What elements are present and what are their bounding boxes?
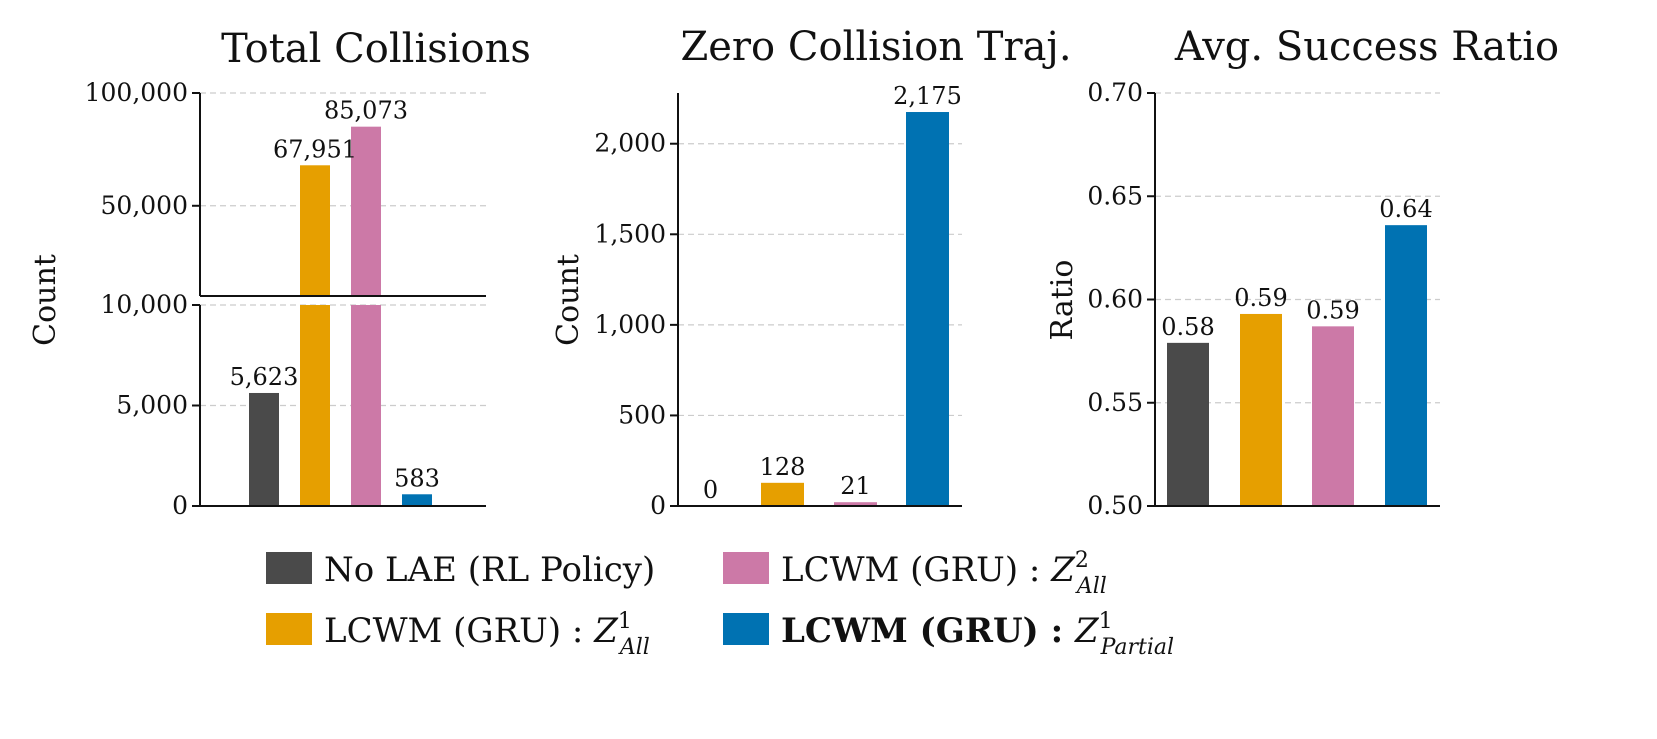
- data-label: 583: [394, 464, 440, 492]
- legend-math-sup: 1: [618, 609, 632, 634]
- y-tick-label: 1,500: [594, 219, 666, 248]
- legend-math-sub: Partial: [1100, 635, 1174, 660]
- legend-label: LCWM (GRU) : Z1 All: [324, 609, 650, 660]
- data-label: 0.58: [1161, 313, 1214, 341]
- bar: [300, 165, 330, 296]
- legend-math-sub: All: [1075, 574, 1107, 599]
- y-tick-label: 0: [172, 491, 188, 520]
- legend-label: LCWM (GRU) : Z2 All: [781, 548, 1107, 599]
- legend-math-base: Z: [1050, 550, 1076, 590]
- chart-title-zero-collision-traj: Zero Collision Traj.: [680, 24, 1071, 70]
- y-tick-label: 5,000: [116, 391, 188, 420]
- y-axis-label-success-ratio: Ratio: [1045, 260, 1080, 341]
- y-tick-label: 2,000: [594, 129, 666, 158]
- bar: [300, 305, 330, 506]
- y-tick-label: 0.60: [1087, 285, 1143, 314]
- data-label: 128: [760, 453, 806, 481]
- chart-title-total-collisions: Total Collisions: [221, 26, 531, 72]
- bar: [1312, 326, 1354, 506]
- legend-item: LCWM (GRU) : Z1 All: [266, 609, 650, 660]
- bar: [351, 126, 381, 297]
- legend: No LAE (RL Policy) LCWM (GRU) : Z2 AllLCWM…: [266, 548, 1174, 660]
- y-tick-label: 500: [618, 400, 666, 429]
- bar: [761, 482, 804, 506]
- data-label: 0: [703, 476, 718, 504]
- legend-math-sup: 1: [1099, 609, 1113, 634]
- data-label: 0.59: [1234, 284, 1287, 312]
- legend-swatch: [723, 552, 769, 584]
- legend-item: LCWM (GRU) : Z1 Partial: [723, 609, 1174, 660]
- y-tick-label: 0.65: [1087, 181, 1143, 210]
- bar: [1385, 225, 1427, 506]
- bar: [1167, 342, 1209, 506]
- legend-item: LCWM (GRU) : Z2 All: [723, 548, 1107, 599]
- bar: [402, 494, 432, 506]
- legend-item: No LAE (RL Policy): [266, 550, 655, 590]
- data-label: 5,623: [230, 363, 299, 391]
- chart-title-avg-success-ratio: Avg. Success Ratio: [1174, 24, 1559, 70]
- legend-label-text: LCWM (GRU) :: [781, 550, 1051, 590]
- y-tick-label: 10,000: [101, 290, 188, 319]
- bar: [351, 305, 381, 506]
- data-label: 2,175: [893, 82, 962, 110]
- legend-swatch: [266, 552, 312, 584]
- bar: [834, 502, 877, 506]
- y-tick-label: 0.50: [1087, 491, 1143, 520]
- data-label: 21: [840, 472, 871, 500]
- chart-avg-success-ratio: Avg. Success Ratio Ratio 0.58 0.59 0.59 0.6…: [1045, 24, 1559, 520]
- data-label: 85,073: [324, 97, 408, 125]
- legend-math-sub: All: [618, 635, 650, 660]
- bar: [906, 112, 949, 506]
- data-label: 67,951: [273, 135, 357, 163]
- chart-zero-collision-traj: Zero Collision Traj. Count 0 128 21 2,175 0…: [551, 24, 1072, 520]
- y-tick-label: 0: [650, 491, 666, 520]
- bar: [1240, 313, 1282, 506]
- legend-math-sup: 2: [1075, 548, 1089, 573]
- legend-label: LCWM (GRU) : Z1 Partial: [781, 609, 1174, 660]
- chart-total-collisions: Total Collisions Count 5,623 67,951 85,073…: [28, 26, 531, 520]
- y-tick-label: 1,000: [594, 310, 666, 339]
- legend-swatch: [266, 613, 312, 645]
- y-tick-label: 0.70: [1087, 78, 1143, 107]
- y-axis-label-zero-collision: Count: [551, 254, 586, 346]
- legend-label: No LAE (RL Policy): [324, 550, 655, 590]
- y-tick-label: 50,000: [101, 191, 188, 220]
- legend-math-base: Z: [1074, 611, 1100, 651]
- data-label: 0.64: [1379, 195, 1432, 223]
- y-tick-label: 100,000: [85, 78, 188, 107]
- bar: [249, 392, 279, 506]
- legend-label-text: No LAE (RL Policy): [324, 550, 655, 590]
- legend-label-text: LCWM (GRU) :: [324, 611, 594, 651]
- legend-label-text: LCWM (GRU) :: [781, 611, 1075, 651]
- legend-math-base: Z: [593, 611, 619, 651]
- y-axis-label-total-collisions: Count: [28, 254, 63, 346]
- data-label: 0.59: [1306, 296, 1359, 324]
- y-tick-label: 0.55: [1087, 388, 1143, 417]
- legend-swatch: [723, 613, 769, 645]
